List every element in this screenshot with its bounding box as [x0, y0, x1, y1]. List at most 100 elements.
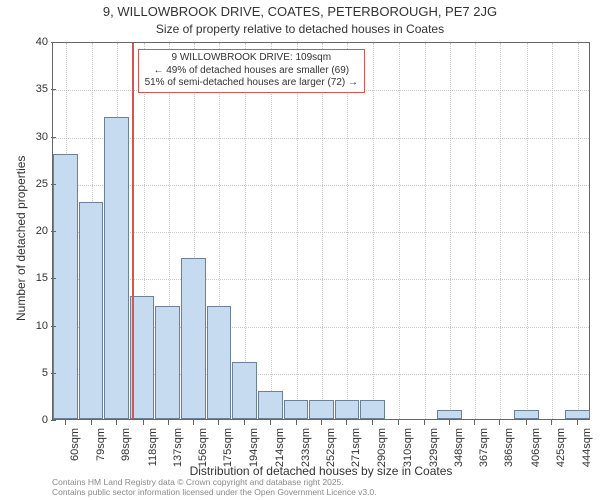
x-tick-mark	[65, 420, 66, 425]
gridline	[450, 43, 451, 419]
marker-line	[132, 43, 134, 419]
x-tick-mark	[424, 420, 425, 425]
histogram-bar	[207, 306, 232, 419]
x-tick-mark	[449, 420, 450, 425]
x-tick-label: 156sqm	[197, 428, 209, 468]
x-tick-label: 271sqm	[350, 428, 362, 468]
x-axis-label: Distribution of detached houses by size …	[52, 464, 590, 478]
x-tick-label: 444sqm	[581, 428, 593, 468]
gridline	[475, 43, 476, 419]
x-tick-label: 60sqm	[69, 428, 81, 468]
histogram-bar	[232, 362, 257, 419]
y-tick-label: 30	[0, 131, 48, 143]
gridline	[500, 43, 501, 419]
gridline	[552, 43, 553, 419]
x-tick-label: 425sqm	[555, 428, 567, 468]
histogram-bar	[104, 117, 129, 419]
x-tick-mark	[193, 420, 194, 425]
annotation-line: 9 WILLOWBROOK DRIVE: 109sqm	[145, 52, 358, 65]
x-tick-mark	[499, 420, 500, 425]
x-tick-mark	[244, 420, 245, 425]
y-tick-mark	[51, 137, 56, 138]
x-tick-label: 214sqm	[274, 428, 286, 468]
histogram-bar	[437, 410, 462, 419]
histogram-bar	[335, 400, 360, 419]
histogram-bar	[284, 400, 309, 419]
x-tick-label: 194sqm	[248, 428, 260, 468]
x-tick-label: 386sqm	[503, 428, 515, 468]
x-tick-mark	[577, 420, 578, 425]
x-tick-mark	[270, 420, 271, 425]
gridline	[399, 43, 400, 419]
y-tick-label: 10	[0, 320, 48, 332]
y-tick-label: 25	[0, 178, 48, 190]
gridline	[373, 43, 374, 419]
x-tick-mark	[526, 420, 527, 425]
histogram-bar	[565, 410, 590, 419]
gridline	[425, 43, 426, 419]
y-tick-label: 15	[0, 272, 48, 284]
attribution: Contains HM Land Registry data © Crown c…	[52, 478, 590, 498]
x-tick-label: 233sqm	[300, 428, 312, 468]
gridline	[322, 43, 323, 419]
gridline	[271, 43, 272, 419]
histogram-bar	[360, 400, 385, 419]
histogram-bar	[181, 258, 206, 419]
y-tick-mark	[51, 42, 56, 43]
chart-frame: 9, WILLOWBROOK DRIVE, COATES, PETERBOROU…	[0, 0, 600, 500]
y-tick-label: 5	[0, 367, 48, 379]
annotation-box: 9 WILLOWBROOK DRIVE: 109sqm← 49% of deta…	[138, 49, 365, 93]
gridline	[527, 43, 528, 419]
x-tick-mark	[321, 420, 322, 425]
x-tick-label: 118sqm	[147, 428, 159, 468]
x-tick-mark	[218, 420, 219, 425]
x-tick-label: 367sqm	[478, 428, 490, 468]
histogram-bar	[155, 306, 180, 419]
x-tick-mark	[168, 420, 169, 425]
x-tick-mark	[474, 420, 475, 425]
y-tick-label: 40	[0, 36, 48, 48]
histogram-bar	[258, 391, 283, 419]
histogram-bar	[79, 202, 104, 419]
x-tick-mark	[91, 420, 92, 425]
y-tick-label: 35	[0, 83, 48, 95]
gridline	[347, 43, 348, 419]
x-tick-label: 406sqm	[530, 428, 542, 468]
x-tick-label: 290sqm	[376, 428, 388, 468]
annotation-line: ← 49% of detached houses are smaller (69…	[145, 65, 358, 78]
gridline	[297, 43, 298, 419]
x-tick-mark	[346, 420, 347, 425]
x-tick-label: 348sqm	[453, 428, 465, 468]
x-tick-mark	[116, 420, 117, 425]
x-tick-mark	[143, 420, 144, 425]
y-tick-mark	[51, 184, 56, 185]
gridline	[578, 43, 579, 419]
x-tick-label: 252sqm	[325, 428, 337, 468]
x-tick-label: 329sqm	[428, 428, 440, 468]
x-tick-label: 79sqm	[95, 428, 107, 468]
x-tick-mark	[296, 420, 297, 425]
chart-title: 9, WILLOWBROOK DRIVE, COATES, PETERBOROU…	[0, 4, 600, 19]
y-tick-mark	[51, 373, 56, 374]
plot-area: 9 WILLOWBROOK DRIVE: 109sqm← 49% of deta…	[52, 42, 590, 420]
chart-subtitle: Size of property relative to detached ho…	[0, 22, 600, 36]
x-tick-mark	[551, 420, 552, 425]
y-tick-mark	[51, 231, 56, 232]
y-tick-label: 0	[0, 414, 48, 426]
attribution-line: Contains public sector information licen…	[52, 488, 590, 498]
y-tick-label: 20	[0, 225, 48, 237]
histogram-bar	[514, 410, 539, 419]
y-tick-mark	[51, 420, 56, 421]
annotation-line: 51% of semi-detached houses are larger (…	[145, 77, 358, 90]
y-tick-mark	[51, 278, 56, 279]
x-tick-mark	[398, 420, 399, 425]
histogram-bar	[53, 154, 78, 419]
x-tick-label: 175sqm	[222, 428, 234, 468]
y-tick-mark	[51, 89, 56, 90]
x-tick-label: 310sqm	[402, 428, 414, 468]
y-tick-mark	[51, 326, 56, 327]
x-tick-label: 98sqm	[120, 428, 132, 468]
x-tick-label: 137sqm	[172, 428, 184, 468]
x-tick-mark	[372, 420, 373, 425]
histogram-bar	[309, 400, 334, 419]
